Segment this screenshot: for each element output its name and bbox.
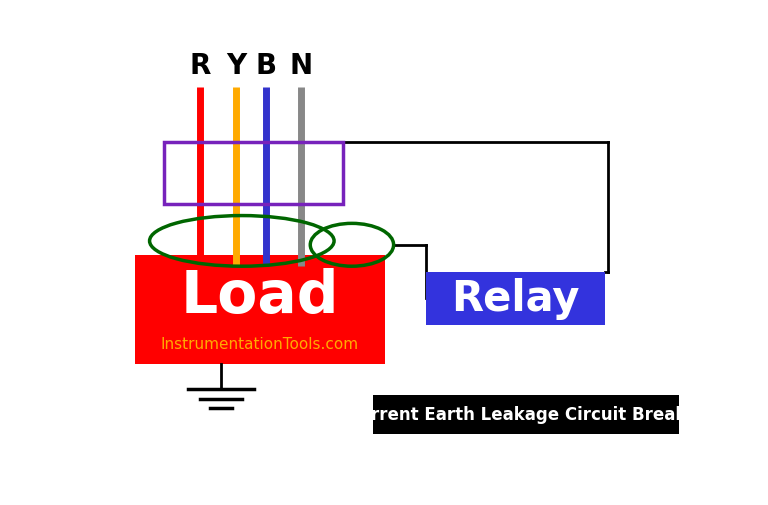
Text: InstrumentationTools.com: InstrumentationTools.com [161,337,359,352]
Text: Relay: Relay [452,278,580,320]
Bar [134,255,385,364]
Text: Y: Y [226,52,246,80]
Text: Current Earth Leakage Circuit Breaker: Current Earth Leakage Circuit Breaker [347,406,705,423]
Text: B: B [255,52,276,80]
Text: R: R [190,52,211,80]
Bar [372,395,680,434]
Bar [164,142,343,205]
Bar [426,273,605,325]
Text: Load: Load [180,268,339,325]
Text: N: N [290,52,313,80]
